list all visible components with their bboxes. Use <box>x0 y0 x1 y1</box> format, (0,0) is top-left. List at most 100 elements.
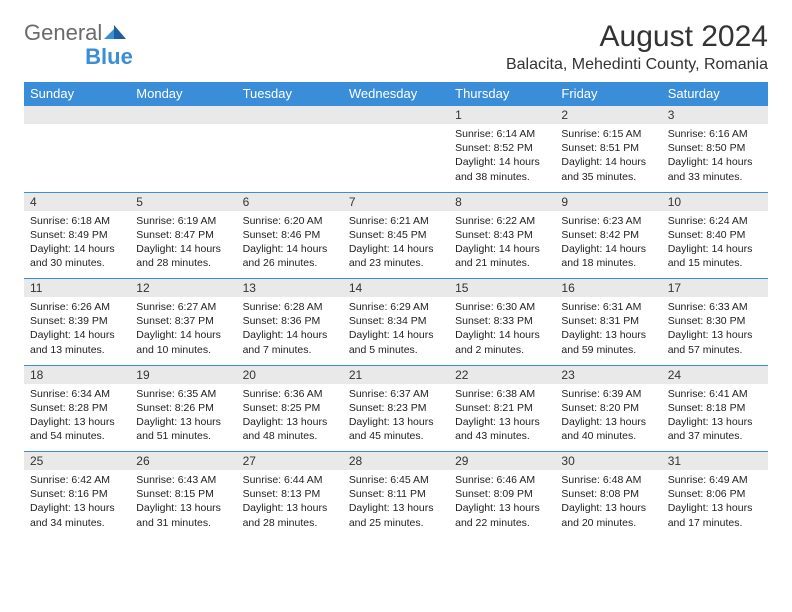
sunrise-text: Sunrise: 6:39 AM <box>561 387 655 401</box>
day2-text: and 17 minutes. <box>668 516 762 530</box>
day1-text: Daylight: 14 hours <box>668 155 762 169</box>
sunset-text: Sunset: 8:11 PM <box>349 487 443 501</box>
sunset-text: Sunset: 8:16 PM <box>30 487 124 501</box>
day-detail-cell: Sunrise: 6:24 AMSunset: 8:40 PMDaylight:… <box>662 211 768 279</box>
day-detail-cell: Sunrise: 6:19 AMSunset: 8:47 PMDaylight:… <box>130 211 236 279</box>
sunrise-text: Sunrise: 6:27 AM <box>136 300 230 314</box>
sunrise-text: Sunrise: 6:38 AM <box>455 387 549 401</box>
day-number: 28 <box>343 452 449 471</box>
day1-text: Daylight: 13 hours <box>243 501 337 515</box>
day-number: 21 <box>343 365 449 384</box>
day-number <box>343 106 449 125</box>
day-number: 18 <box>24 365 130 384</box>
day-detail-cell: Sunrise: 6:48 AMSunset: 8:08 PMDaylight:… <box>555 470 661 538</box>
sunrise-text: Sunrise: 6:21 AM <box>349 214 443 228</box>
day-number-row: 11121314151617 <box>24 279 768 298</box>
day-header: Saturday <box>662 82 768 106</box>
day1-text: Daylight: 13 hours <box>668 415 762 429</box>
day1-text: Daylight: 13 hours <box>455 415 549 429</box>
day1-text: Daylight: 13 hours <box>30 415 124 429</box>
day-number: 13 <box>237 279 343 298</box>
day-detail-cell: Sunrise: 6:22 AMSunset: 8:43 PMDaylight:… <box>449 211 555 279</box>
day-header-row: Sunday Monday Tuesday Wednesday Thursday… <box>24 82 768 106</box>
day-number: 19 <box>130 365 236 384</box>
day-detail-cell: Sunrise: 6:21 AMSunset: 8:45 PMDaylight:… <box>343 211 449 279</box>
sunset-text: Sunset: 8:28 PM <box>30 401 124 415</box>
logo-text-blue: Blue <box>85 44 133 70</box>
day-number: 5 <box>130 192 236 211</box>
day-number: 11 <box>24 279 130 298</box>
day1-text: Daylight: 13 hours <box>30 501 124 515</box>
day2-text: and 20 minutes. <box>561 516 655 530</box>
day-number <box>237 106 343 125</box>
sunset-text: Sunset: 8:15 PM <box>136 487 230 501</box>
day1-text: Daylight: 14 hours <box>136 242 230 256</box>
day-number: 12 <box>130 279 236 298</box>
day1-text: Daylight: 14 hours <box>349 242 443 256</box>
day-detail-cell: Sunrise: 6:37 AMSunset: 8:23 PMDaylight:… <box>343 384 449 452</box>
sunrise-text: Sunrise: 6:42 AM <box>30 473 124 487</box>
sunset-text: Sunset: 8:43 PM <box>455 228 549 242</box>
sunrise-text: Sunrise: 6:33 AM <box>668 300 762 314</box>
day1-text: Daylight: 13 hours <box>668 328 762 342</box>
day-number: 14 <box>343 279 449 298</box>
day-detail-cell: Sunrise: 6:30 AMSunset: 8:33 PMDaylight:… <box>449 297 555 365</box>
sunrise-text: Sunrise: 6:37 AM <box>349 387 443 401</box>
day2-text: and 25 minutes. <box>349 516 443 530</box>
day2-text: and 51 minutes. <box>136 429 230 443</box>
day-detail-cell: Sunrise: 6:14 AMSunset: 8:52 PMDaylight:… <box>449 124 555 192</box>
day-detail-cell <box>237 124 343 192</box>
sunrise-text: Sunrise: 6:34 AM <box>30 387 124 401</box>
day2-text: and 10 minutes. <box>136 343 230 357</box>
day-detail-cell: Sunrise: 6:26 AMSunset: 8:39 PMDaylight:… <box>24 297 130 365</box>
sunrise-text: Sunrise: 6:31 AM <box>561 300 655 314</box>
day2-text: and 54 minutes. <box>30 429 124 443</box>
sunset-text: Sunset: 8:30 PM <box>668 314 762 328</box>
day1-text: Daylight: 13 hours <box>561 415 655 429</box>
sunset-text: Sunset: 8:08 PM <box>561 487 655 501</box>
day-detail-row: Sunrise: 6:18 AMSunset: 8:49 PMDaylight:… <box>24 211 768 279</box>
day2-text: and 35 minutes. <box>561 170 655 184</box>
day-number: 16 <box>555 279 661 298</box>
sunset-text: Sunset: 8:47 PM <box>136 228 230 242</box>
day2-text: and 59 minutes. <box>561 343 655 357</box>
day1-text: Daylight: 13 hours <box>668 501 762 515</box>
logo-arrow-icon <box>104 25 126 41</box>
day-detail-cell: Sunrise: 6:38 AMSunset: 8:21 PMDaylight:… <box>449 384 555 452</box>
day-number-row: 45678910 <box>24 192 768 211</box>
sunrise-text: Sunrise: 6:48 AM <box>561 473 655 487</box>
day-number: 29 <box>449 452 555 471</box>
sunrise-text: Sunrise: 6:24 AM <box>668 214 762 228</box>
day-detail-cell: Sunrise: 6:20 AMSunset: 8:46 PMDaylight:… <box>237 211 343 279</box>
day-number: 2 <box>555 106 661 125</box>
day-header: Thursday <box>449 82 555 106</box>
day-detail-cell: Sunrise: 6:39 AMSunset: 8:20 PMDaylight:… <box>555 384 661 452</box>
day2-text: and 45 minutes. <box>349 429 443 443</box>
day-detail-cell: Sunrise: 6:45 AMSunset: 8:11 PMDaylight:… <box>343 470 449 538</box>
day2-text: and 38 minutes. <box>455 170 549 184</box>
day-number: 20 <box>237 365 343 384</box>
day1-text: Daylight: 14 hours <box>455 155 549 169</box>
sunset-text: Sunset: 8:26 PM <box>136 401 230 415</box>
day-detail-cell: Sunrise: 6:46 AMSunset: 8:09 PMDaylight:… <box>449 470 555 538</box>
day-detail-cell <box>24 124 130 192</box>
day1-text: Daylight: 13 hours <box>349 501 443 515</box>
day-number: 25 <box>24 452 130 471</box>
day-detail-cell: Sunrise: 6:49 AMSunset: 8:06 PMDaylight:… <box>662 470 768 538</box>
sunset-text: Sunset: 8:23 PM <box>349 401 443 415</box>
day-number: 10 <box>662 192 768 211</box>
sunset-text: Sunset: 8:42 PM <box>561 228 655 242</box>
day1-text: Daylight: 13 hours <box>136 501 230 515</box>
day-number: 27 <box>237 452 343 471</box>
header: General August 2024 Balacita, Mehedinti … <box>24 20 768 74</box>
day-number: 15 <box>449 279 555 298</box>
day2-text: and 15 minutes. <box>668 256 762 270</box>
day2-text: and 18 minutes. <box>561 256 655 270</box>
day-detail-cell: Sunrise: 6:43 AMSunset: 8:15 PMDaylight:… <box>130 470 236 538</box>
day-number: 1 <box>449 106 555 125</box>
day-header: Tuesday <box>237 82 343 106</box>
day-number-row: 18192021222324 <box>24 365 768 384</box>
day-detail-row: Sunrise: 6:42 AMSunset: 8:16 PMDaylight:… <box>24 470 768 538</box>
day2-text: and 40 minutes. <box>561 429 655 443</box>
day1-text: Daylight: 14 hours <box>243 242 337 256</box>
